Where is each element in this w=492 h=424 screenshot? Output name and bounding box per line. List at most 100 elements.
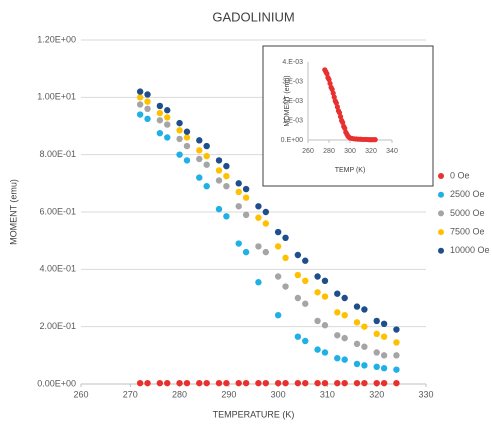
data-point [215,157,223,164]
x-tick-label: 270 [123,389,138,399]
data-point [183,379,191,387]
data-point [341,356,348,363]
data-point [156,129,164,137]
data-point [380,365,388,372]
data-point [235,240,242,247]
data-point [156,379,164,387]
data-point [334,379,341,387]
y-axis-title: MOMENT (emu) [284,75,291,126]
data-point [176,151,183,158]
y-tick-label: 1.E-03 [282,117,303,124]
data-point [136,111,144,118]
data-point [314,317,321,325]
data-point [329,86,335,92]
data-point [164,379,171,387]
data-point [196,155,203,163]
data-point [327,80,333,87]
data-point [255,203,262,210]
data-point [373,330,380,338]
data-point [321,322,329,329]
data-point [380,352,388,359]
x-tick-label: 330 [418,389,433,399]
y-tick-label: 1.00E+01 [37,92,76,102]
data-point [393,366,400,373]
data-point [282,234,289,241]
data-point [215,379,223,387]
data-point [334,309,341,316]
data-point [274,379,282,387]
legend-label: 2500 Oe [450,189,485,199]
data-point [274,312,282,319]
data-point [242,211,250,219]
data-point [215,177,223,184]
data-point [302,300,309,307]
data-point [203,161,210,168]
x-tick-label: 300 [271,389,286,399]
data-point [235,379,242,387]
data-point [302,379,309,387]
data-point [302,277,309,284]
data-point [176,119,183,127]
data-point [196,137,203,144]
data-point [373,379,380,387]
data-point [342,125,348,131]
data-point [341,379,348,387]
data-point [302,337,309,345]
data-point [331,94,337,100]
y-tick-label: 2.E-03 [282,98,303,105]
data-point [294,379,302,387]
x-tick-label: 340 [386,148,398,155]
data-point [353,319,361,326]
data-point [235,180,242,187]
data-point [164,121,171,128]
x-tick-label: 320 [369,389,384,399]
data-point [242,194,250,201]
data-point [242,379,250,387]
data-point [321,277,329,284]
x-tick-label: 320 [365,148,377,155]
data-point [380,320,388,327]
data-point [223,162,230,170]
data-point [380,333,388,340]
data-point [156,109,164,117]
data-point [334,290,341,297]
legend-marker [438,191,444,198]
data-point [321,293,329,300]
data-point [341,312,348,319]
legend-marker [438,229,444,236]
data-point [314,346,321,353]
y-tick-label: 3.E-03 [282,78,303,85]
data-point [223,213,230,220]
data-point [144,379,151,387]
legend-label: 5000 Oe [450,208,485,218]
data-point [334,104,340,110]
x-tick-label: 260 [302,148,314,155]
data-point [176,379,183,387]
data-point [136,88,144,95]
data-point [334,355,341,362]
data-point [144,115,151,123]
data-point [294,251,302,259]
y-tick-label: 8.00E-01 [39,149,76,159]
data-point [262,208,270,216]
data-point [274,273,282,280]
data-point [282,283,289,290]
data-point [393,326,400,333]
data-point [203,152,210,160]
data-point [203,142,210,150]
data-point [223,172,230,180]
x-tick-label: 280 [172,389,187,399]
data-point [373,349,380,356]
data-point [393,339,400,346]
data-point [235,188,242,196]
data-point [294,333,302,340]
chart-title: GADOLINIUM [212,9,294,24]
data-point [324,71,330,77]
data-point [144,105,151,113]
data-point [353,379,361,387]
x-axis-title: TEMPERATURE (K) [213,409,295,419]
data-point [372,137,378,143]
data-point [196,147,203,154]
data-point [274,243,282,250]
